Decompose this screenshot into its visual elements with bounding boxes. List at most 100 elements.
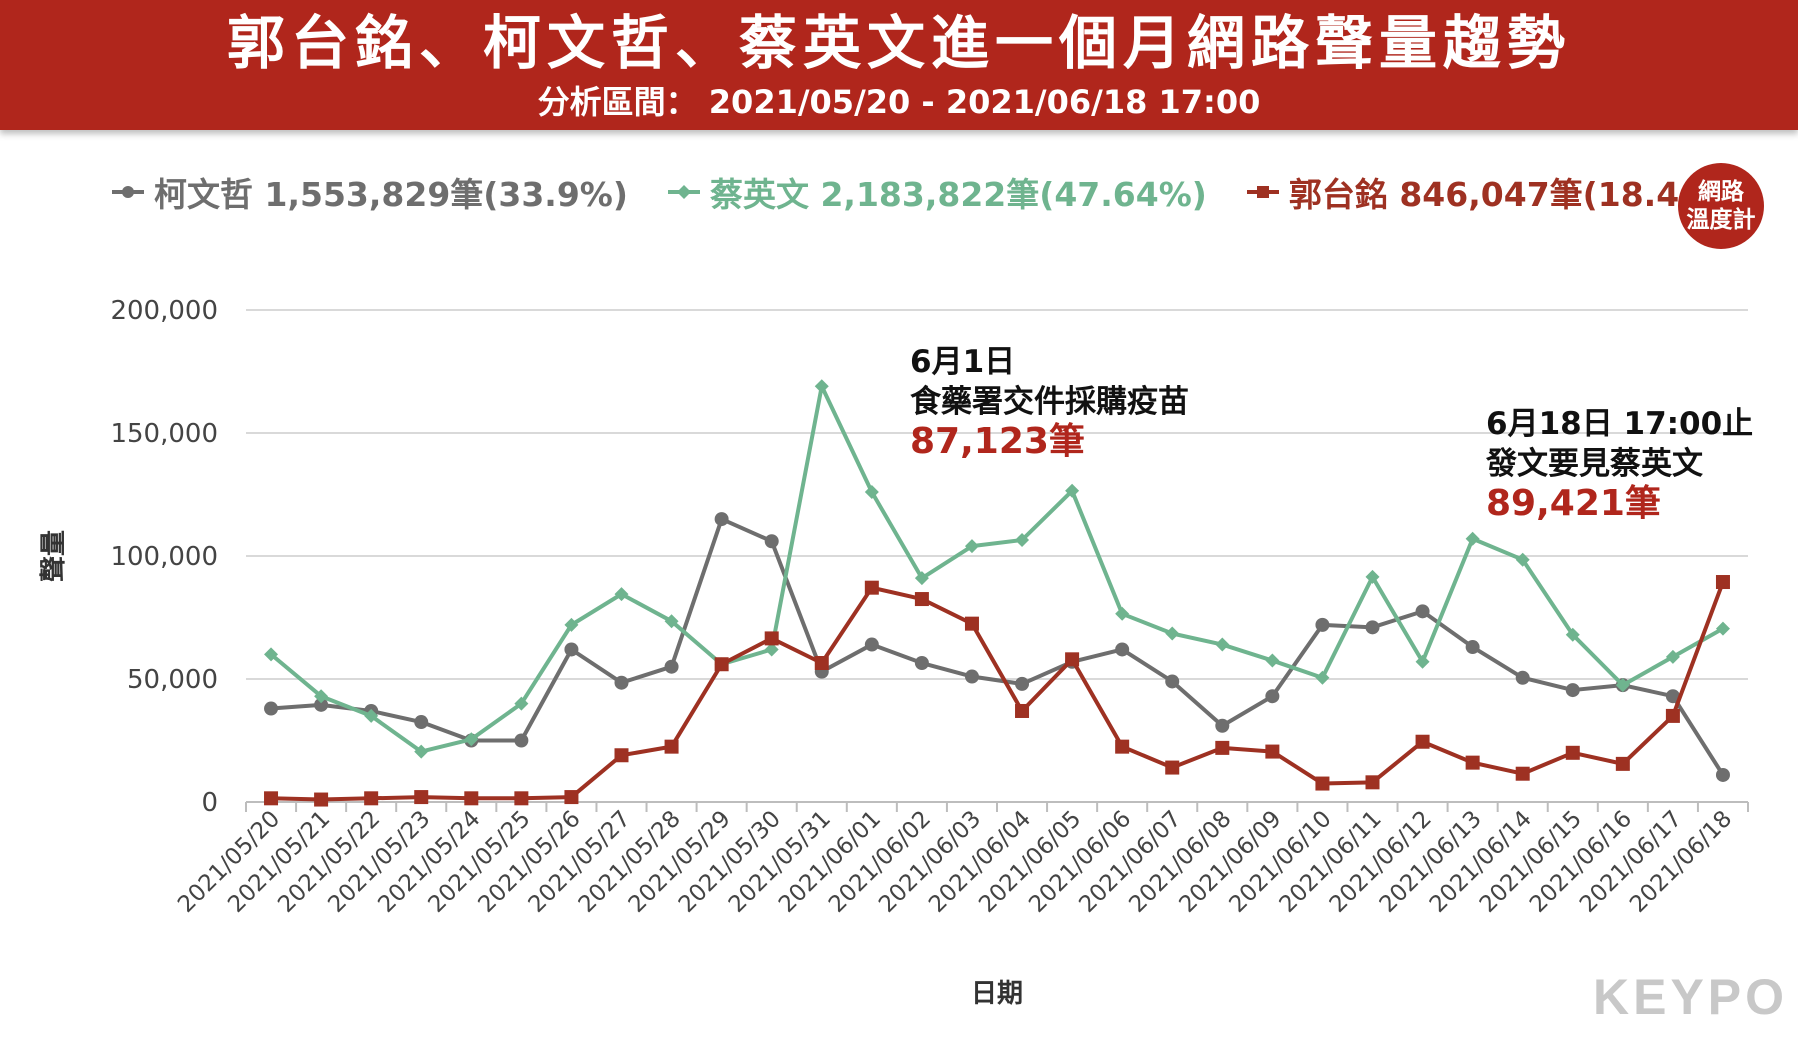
data-point-ko bbox=[1265, 689, 1280, 704]
y-tick-label: 50,000 bbox=[127, 665, 218, 695]
data-point-gou bbox=[1615, 756, 1630, 771]
data-point-ko bbox=[764, 534, 779, 549]
data-point-tsai bbox=[564, 617, 579, 632]
data-point-ko bbox=[1565, 683, 1580, 698]
annotation-june18-date: 6月18日 17:00止 bbox=[1486, 406, 1754, 442]
data-point-gou bbox=[1115, 739, 1130, 754]
data-point-ko bbox=[1365, 620, 1380, 635]
annotation-june1-date: 6月1日 bbox=[910, 344, 1016, 380]
data-point-ko bbox=[914, 656, 929, 671]
data-point-gou bbox=[664, 739, 679, 754]
data-point-gou bbox=[714, 657, 729, 672]
y-axis-title: 聲量 bbox=[39, 530, 69, 582]
data-point-tsai bbox=[314, 689, 329, 704]
data-point-gou bbox=[514, 791, 529, 806]
thermometer-logo-badge: 網路 溫度計 bbox=[1678, 163, 1764, 249]
data-point-gou bbox=[364, 791, 379, 806]
annotation-june18-event: 發文要見蔡英文 bbox=[1486, 446, 1703, 482]
data-point-tsai bbox=[864, 485, 879, 500]
badge-line-2: 溫度計 bbox=[1686, 207, 1756, 233]
data-point-gou bbox=[414, 790, 429, 805]
data-point-tsai bbox=[514, 696, 529, 711]
data-point-ko bbox=[864, 637, 879, 652]
data-point-ko bbox=[1665, 689, 1680, 704]
data-point-tsai bbox=[764, 642, 779, 657]
keypo-watermark: KEYPO bbox=[1593, 969, 1789, 1025]
diamond-marker-icon bbox=[667, 185, 700, 199]
data-point-tsai bbox=[1615, 678, 1630, 693]
data-point-tsai bbox=[264, 647, 279, 662]
data-point-tsai bbox=[1215, 637, 1230, 652]
data-point-ko bbox=[1515, 670, 1530, 685]
data-point-gou bbox=[614, 748, 629, 763]
data-point-tsai bbox=[1165, 626, 1180, 641]
header-banner: 郭台銘、柯文哲、蔡英文進一個月網路聲量趨勢 分析區間： 2021/05/20 -… bbox=[0, 0, 1798, 130]
legend-label-ko: 柯文哲 1,553,829筆(33.9%) bbox=[154, 175, 628, 214]
data-point-gou bbox=[964, 616, 979, 631]
data-point-gou bbox=[314, 792, 329, 807]
data-point-ko bbox=[514, 733, 529, 748]
data-point-tsai bbox=[1065, 483, 1080, 498]
data-point-gou bbox=[1415, 734, 1430, 749]
data-point-gou bbox=[1465, 755, 1480, 770]
data-point-tsai bbox=[1665, 649, 1680, 664]
annotation-june1: 6月1日 食藥署交件採購疫苗 87,123筆 bbox=[910, 342, 1189, 462]
data-point-ko bbox=[314, 697, 329, 712]
data-point-ko bbox=[1115, 642, 1130, 657]
data-point-tsai bbox=[464, 732, 479, 747]
data-point-gou bbox=[864, 580, 879, 595]
y-tick-label: 200,000 bbox=[110, 296, 218, 326]
legend-item-tsai: 蔡英文 2,183,822筆(47.64%) bbox=[666, 168, 1207, 216]
data-point-ko bbox=[1215, 718, 1230, 733]
data-point-tsai bbox=[1415, 654, 1430, 669]
x-axis-title: 日期 bbox=[971, 979, 1023, 1009]
square-marker-icon bbox=[1246, 186, 1279, 198]
data-point-gou bbox=[1065, 652, 1080, 667]
page-title: 郭台銘、柯文哲、蔡英文進一個月網路聲量趨勢 bbox=[226, 9, 1571, 77]
data-point-ko bbox=[414, 715, 429, 730]
data-point-gou bbox=[1215, 740, 1230, 755]
data-point-gou bbox=[564, 790, 579, 805]
data-point-ko bbox=[1165, 674, 1180, 689]
data-point-ko bbox=[714, 512, 729, 527]
data-point-gou bbox=[1565, 745, 1580, 760]
data-point-gou bbox=[1515, 766, 1530, 781]
data-point-tsai bbox=[364, 708, 379, 723]
series-line-ko bbox=[270, 517, 1725, 777]
series-line-tsai bbox=[269, 384, 1724, 754]
data-point-gou bbox=[814, 656, 829, 671]
data-point-ko bbox=[264, 701, 279, 716]
data-point-tsai bbox=[414, 744, 429, 759]
data-point-tsai bbox=[1315, 670, 1330, 685]
data-point-tsai bbox=[1115, 606, 1130, 621]
data-point-ko bbox=[1015, 676, 1030, 691]
data-point-tsai bbox=[614, 587, 629, 602]
data-point-gou bbox=[914, 592, 929, 607]
data-point-gou bbox=[464, 791, 479, 806]
data-point-tsai bbox=[1515, 552, 1530, 567]
data-point-tsai bbox=[964, 539, 979, 554]
annotation-june1-event: 食藥署交件採購疫苗 bbox=[910, 384, 1189, 420]
badge-line-1: 網路 bbox=[1698, 179, 1744, 205]
series-line-gou bbox=[270, 581, 1725, 802]
data-point-tsai bbox=[1465, 531, 1480, 546]
data-point-gou bbox=[1015, 703, 1030, 718]
data-point-gou bbox=[264, 791, 279, 806]
y-tick-label: 150,000 bbox=[110, 419, 218, 449]
data-point-ko bbox=[564, 642, 579, 657]
chart-legend: 柯文哲 1,553,829筆(33.9%) 蔡英文 2,183,822筆(47.… bbox=[110, 170, 1788, 214]
data-point-tsai bbox=[1365, 569, 1380, 584]
data-point-ko bbox=[1465, 640, 1480, 655]
data-point-gou bbox=[1165, 760, 1180, 775]
data-point-tsai bbox=[914, 571, 929, 586]
legend-label-tsai: 蔡英文 2,183,822筆(47.64%) bbox=[709, 175, 1207, 214]
legend-item-gou: 郭台銘 846,047筆(18.46%) bbox=[1245, 168, 1750, 216]
data-point-ko bbox=[964, 669, 979, 684]
data-point-gou bbox=[1315, 776, 1330, 791]
data-point-gou bbox=[1265, 744, 1280, 759]
annotation-june18-value: 89,421筆 bbox=[1486, 483, 1661, 524]
data-point-tsai bbox=[1715, 621, 1730, 636]
data-point-tsai bbox=[1015, 533, 1030, 548]
y-tick-label: 100,000 bbox=[110, 542, 218, 572]
